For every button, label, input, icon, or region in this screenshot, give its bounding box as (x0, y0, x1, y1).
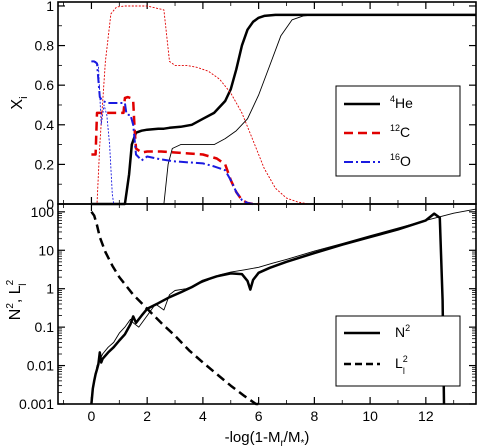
legend-label-N2: N2 (395, 323, 410, 340)
top-y-tick-label: 0 (46, 196, 54, 212)
bottom-y-tick-label: 100 (31, 204, 55, 220)
legend-label-16O-base: O (400, 153, 411, 169)
bottom-y-tick-label: 0.1 (35, 319, 55, 335)
bottom-x-tick-label: 6 (255, 408, 263, 424)
series-4he-line (91, 13, 476, 206)
legend-label-L2l: L2 l (395, 354, 408, 376)
legend-label-4He-base: He (395, 95, 413, 111)
top-legend: 4He 12C 16O (335, 85, 461, 177)
bottom-y-tick-label: 0.001 (19, 396, 54, 412)
legend-label-12C-base: C (400, 124, 410, 140)
legend-label-N2-base: N (395, 324, 405, 340)
bottom-x-tick-label: 8 (310, 408, 318, 424)
top-y-tick-label: 0.6 (35, 77, 55, 93)
top-series-layer (91, 5, 476, 206)
bottom-x-axis-label: -log(1-Mr/M*) (225, 429, 310, 448)
series-16o-line (91, 60, 254, 205)
bottom-x-ticks: 0 2 4 6 8 10 12 (88, 408, 434, 424)
top-y-axis-label: Xi (9, 96, 30, 109)
bottom-legend-box (335, 315, 461, 387)
series-4he-thin-line (91, 14, 476, 205)
legend-label-L2l-base: L (395, 355, 403, 371)
bottom-legend: N2 L2 l (335, 315, 461, 387)
bottom-y-tick-label: 10 (38, 242, 54, 258)
bottom-x-tick-label: 12 (418, 408, 434, 424)
abundance-panel: 0 0.2 0.4 0.6 0.8 1 Xi 4He 12C 16O (9, 0, 477, 212)
series-n2-line (90, 212, 446, 405)
top-y-tick-label: 0.8 (35, 38, 55, 54)
bottom-y-tick-label: 0.01 (27, 358, 54, 374)
bottom-y-tick-label: 1 (46, 281, 54, 297)
bottom-x-tick-label: 10 (362, 408, 378, 424)
bottom-y-label-l-sub: l (18, 284, 29, 286)
top-y-axis-label-main: X (9, 99, 26, 110)
series-16o-thin-line (91, 60, 115, 205)
bottom-y-ticks: 0.001 0.01 0.1 1 10 100 (19, 204, 476, 412)
legend-label-L2l-sup: 2 (403, 354, 408, 364)
top-y-tick-label: 1 (46, 0, 54, 14)
bottom-y-axis-label: N2, L2 l (5, 279, 29, 320)
x-label-end: ) (304, 429, 309, 446)
bottom-x-tick-label: 4 (199, 408, 207, 424)
bottom-x-tick-label: 0 (88, 408, 96, 424)
legend-label-L2l-sub: l (403, 366, 405, 376)
x-label-sub-star: * (300, 438, 304, 448)
series-12c-line (91, 95, 259, 206)
series-l2l-line (90, 211, 259, 406)
top-y-tick-label: 0.2 (35, 156, 55, 172)
bottom-y-label-l-sup: 2 (5, 279, 16, 285)
x-label-mid: /M (284, 429, 301, 446)
bottom-x-tick-label: 2 (143, 408, 151, 424)
top-y-ticks: 0 0.2 0.4 0.6 0.8 1 (35, 0, 476, 212)
legend-label-16O-sup: 16 (390, 152, 400, 162)
top-y-tick-label: 0.4 (35, 117, 55, 133)
legend-label-12C-sup: 12 (390, 123, 400, 133)
legend-label-4He: 4He (390, 94, 413, 111)
top-y-axis-label-sub: i (18, 96, 30, 98)
bottom-y-label-n-sup: 2 (5, 303, 16, 309)
x-label-main: -log(1-M (225, 429, 281, 446)
x-label-sub-r: r (280, 438, 284, 448)
legend-label-12C: 12C (390, 123, 410, 140)
bottom-y-label-n: N (7, 309, 24, 321)
legend-label-N2-sup: 2 (405, 323, 410, 333)
series-n2-thin-line (90, 208, 477, 405)
legend-label-4He-sup: 4 (390, 94, 395, 104)
legend-label-16O: 16O (390, 152, 411, 169)
bottom-series-layer (90, 208, 477, 406)
bottom-y-label-sep: , L (7, 285, 24, 303)
